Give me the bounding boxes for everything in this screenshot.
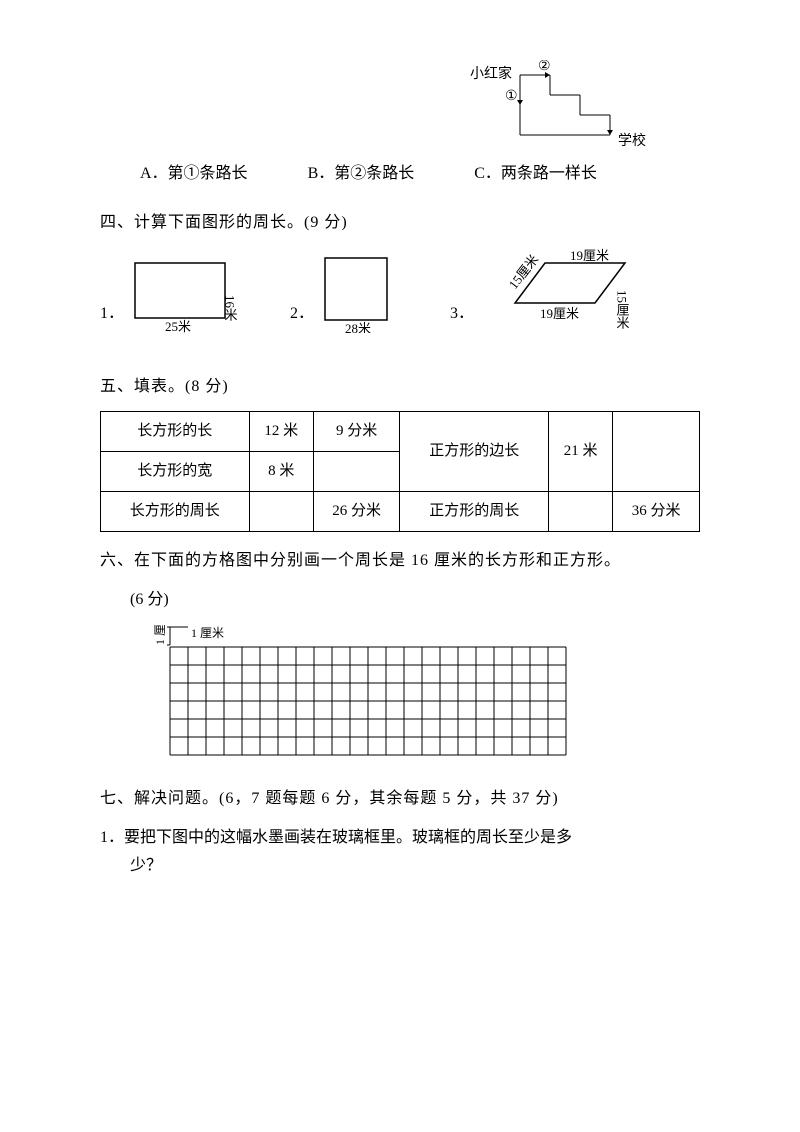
cell: 正方形的周长 [400, 492, 549, 532]
rect1-w: 25米 [165, 319, 191, 333]
cell [549, 492, 613, 532]
cell: 长方形的周长 [101, 492, 250, 532]
rect2-w: 28米 [345, 321, 371, 333]
cell: 36 分米 [613, 492, 700, 532]
shape-2: 2． 28米 [290, 253, 410, 333]
home-label: 小红家 [470, 65, 512, 82]
cell: 长方形的长 [101, 412, 250, 452]
path-diagram: 小红家 学校 ② ① [460, 60, 620, 150]
rect1-h: 16米 [223, 295, 238, 321]
cell: 12 米 [249, 412, 313, 452]
table-row: 长方形的周长 26 分米 正方形的周长 36 分米 [101, 492, 700, 532]
shapes-row: 1． 16米 25米 2． 28米 3． 19厘米 15厘米 15厘米 19厘米 [100, 248, 700, 333]
grid-svg: 1 厘米 1 厘米 [140, 625, 570, 759]
cell: 26 分米 [313, 492, 400, 532]
para-left: 15厘米 [506, 251, 542, 291]
shape-2-num: 2． [290, 300, 314, 329]
school-label: 学校 [618, 132, 646, 149]
q7-1: 1．要把下图中的这幅水墨画装在玻璃框里。玻璃框的周长至少是多 [100, 824, 700, 853]
shape-1-num: 1． [100, 300, 124, 329]
section4-title: 四、计算下面图形的周长。(9 分) [100, 209, 700, 238]
cell: 正方形的边长 [400, 412, 549, 492]
section5-title: 五、填表。(8 分) [100, 373, 700, 402]
page: 小红家 学校 ② ① A．第①条路长 B．第②条路长 C．两条路一样长 四、计算… [0, 0, 800, 921]
fill-table: 长方形的长 12 米 9 分米 正方形的边长 21 米 长方形的宽 8 米 长方… [100, 411, 700, 532]
mark-top: ② [538, 60, 551, 74]
table-row: 长方形的长 12 米 9 分米 正方形的边长 21 米 [101, 412, 700, 452]
option-a: A．第①条路长 [140, 160, 248, 189]
cell [613, 412, 700, 492]
shape-3-num: 3． [450, 300, 474, 329]
section6-points: (6 分) [130, 586, 700, 615]
grid-wrap: 1 厘米 1 厘米 [140, 625, 700, 770]
section7-title: 七、解决问题。(6，7 题每题 6 分，其余每题 5 分，共 37 分) [100, 785, 700, 814]
shape-3: 3． 19厘米 15厘米 15厘米 19厘米 [450, 248, 650, 333]
cell: 21 米 [549, 412, 613, 492]
cell: 长方形的宽 [101, 452, 250, 492]
option-c: C．两条路一样长 [474, 160, 597, 189]
para-bottom: 19厘米 [540, 306, 579, 321]
para-top: 19厘米 [570, 248, 609, 263]
section6-title: 六、在下面的方格图中分别画一个周长是 16 厘米的长方形和正方形。 [100, 547, 700, 576]
mark-left: ① [505, 89, 518, 104]
svg-text:1 厘米: 1 厘米 [191, 626, 224, 640]
cell: 8 米 [249, 452, 313, 492]
cell [313, 452, 400, 492]
cell [249, 492, 313, 532]
cell: 9 分米 [313, 412, 400, 452]
para-right: 15厘米 [615, 290, 630, 329]
shape-1: 1． 16米 25米 [100, 253, 250, 333]
option-b: B．第②条路长 [308, 160, 415, 189]
svg-text:1 厘米: 1 厘米 [153, 625, 167, 645]
options-row: A．第①条路长 B．第②条路长 C．两条路一样长 [140, 160, 700, 189]
q7-1b: 少？ [130, 852, 700, 881]
